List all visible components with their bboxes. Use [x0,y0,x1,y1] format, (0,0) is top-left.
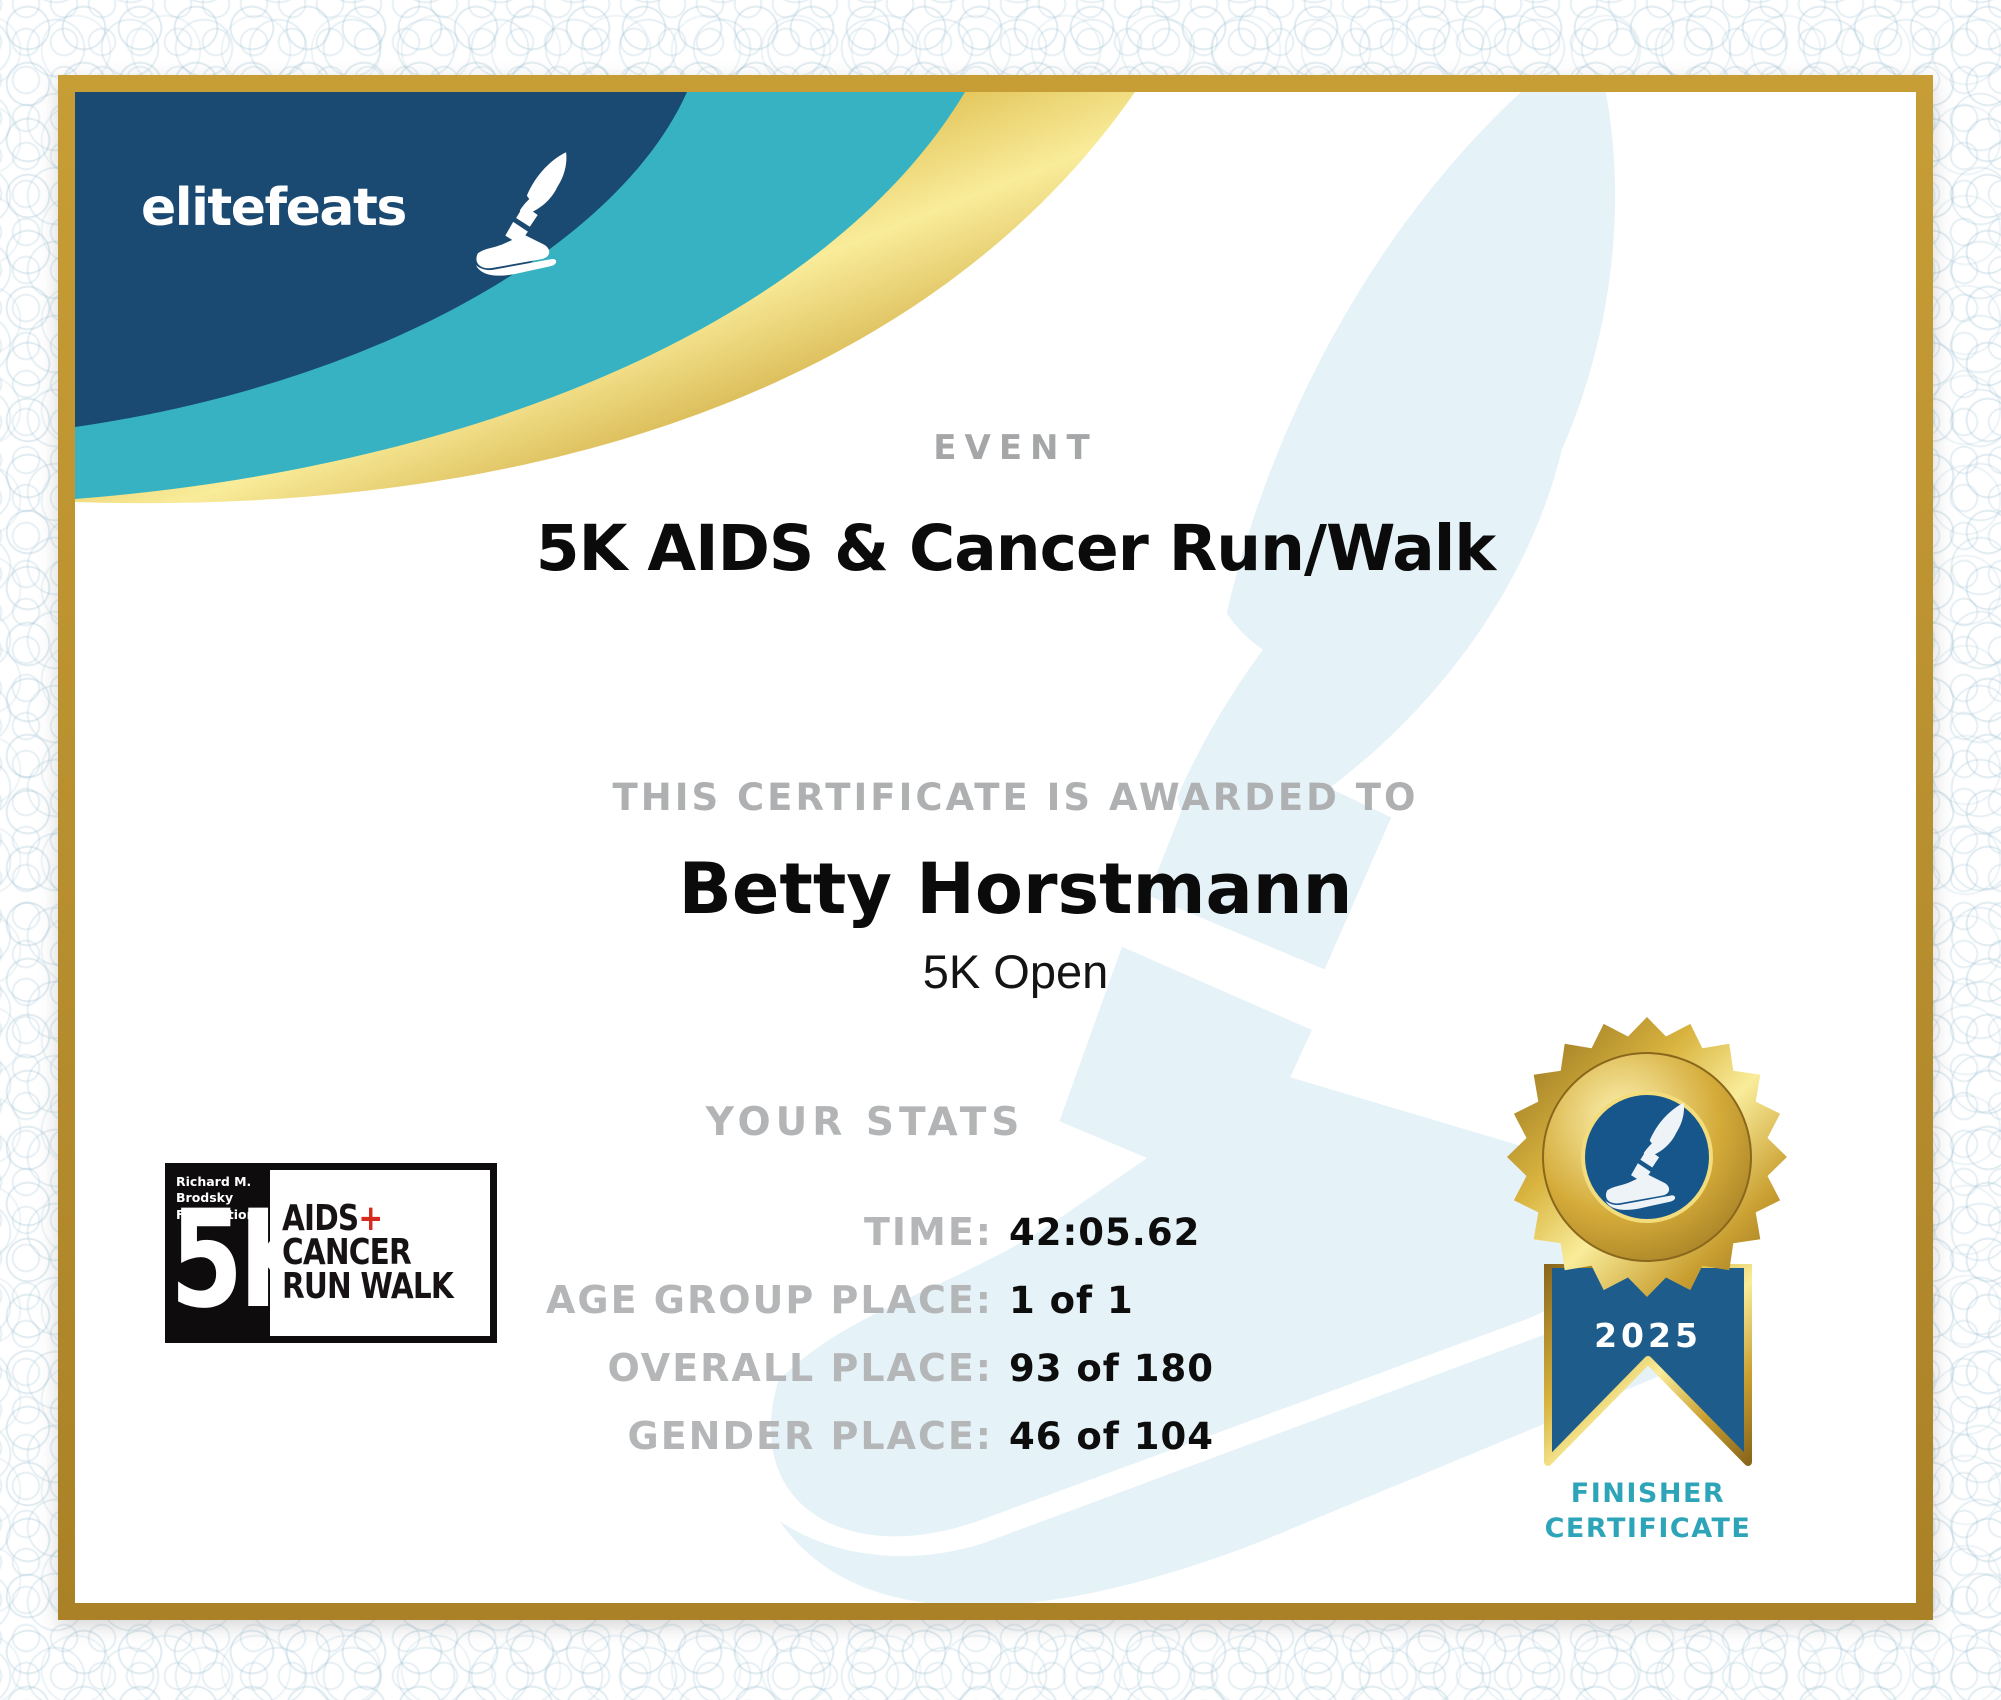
stat-label: TIME: [863,1210,993,1254]
stat-value: 42:05.62 [1009,1211,1201,1254]
badge-caption: FINISHER CERTIFICATE [1473,1476,1823,1546]
stat-value: 1 of 1 [1009,1279,1134,1322]
badge-ribbon [1544,1264,1752,1466]
header-swoosh [75,92,1135,504]
winged-foot-icon [475,152,567,276]
race-logo-line3: RUN WALK [281,1266,454,1308]
foundation-line2: Foundation [176,1206,256,1222]
race-distance: 5K [170,1181,320,1338]
stat-value: 93 of 180 [1009,1347,1215,1390]
stat-row-age-group-place: AGE GROUP PLACE: 1 of 1 [75,1278,1916,1322]
badge-year: 2025 [1594,1316,1702,1355]
stat-row-time: TIME: 42:05.62 [75,1210,1916,1254]
stat-row-overall-place: OVERALL PLACE: 93 of 180 [75,1346,1916,1390]
navy-swoosh [75,92,687,427]
race-logo-left: Richard M. Brodsky Foundation 5K [170,1170,320,1336]
brand-logo-text: elitefeats [141,178,407,238]
recipient-name: Betty Horstmann [678,848,1353,930]
brand-logo: elitefeats [141,152,567,276]
red-plus: + [357,1197,383,1239]
stat-row-gender-place: GENDER PLACE: 46 of 104 [75,1414,1916,1458]
stat-value: 46 of 104 [1009,1415,1215,1458]
stats-heading: YOUR STATS [705,1100,1025,1145]
ribbon-shape [1544,1264,1752,1466]
stat-label: OVERALL PLACE: [607,1346,993,1390]
awarded-label: THIS CERTIFICATE IS AWARDED TO [612,776,1419,819]
badge-caption-line2: CERTIFICATE [1544,1513,1752,1545]
race-logo: Richard M. Brodsky Foundation 5K AIDS+ C… [165,1163,497,1343]
certificate-body: elitefeats EVENT 5K AIDS & Cancer Run/Wa… [75,92,1916,1603]
foundation-line1: Richard M. Brodsky [176,1174,252,1206]
race-logo-right: AIDS+ CANCER RUN WALK [269,1170,490,1336]
stat-label: AGE GROUP PLACE: [546,1278,993,1322]
event-label: EVENT [933,428,1098,468]
race-logo-line1: AIDS+ [282,1200,453,1236]
aids-text: AIDS [281,1197,359,1239]
foundation-name: Richard M. Brodsky Foundation [176,1174,270,1223]
stat-label: GENDER PLACE: [627,1414,993,1458]
division-name: 5K Open [922,945,1109,998]
race-logo-line2: CANCER [281,1231,412,1273]
badge-caption-line1: FINISHER [1570,1478,1726,1509]
event-title: 5K AIDS & Cancer Run/Walk [535,512,1496,585]
medal-icon [1507,1017,1787,1297]
gold-frame: elitefeats EVENT 5K AIDS & Cancer Run/Wa… [58,75,1933,1620]
